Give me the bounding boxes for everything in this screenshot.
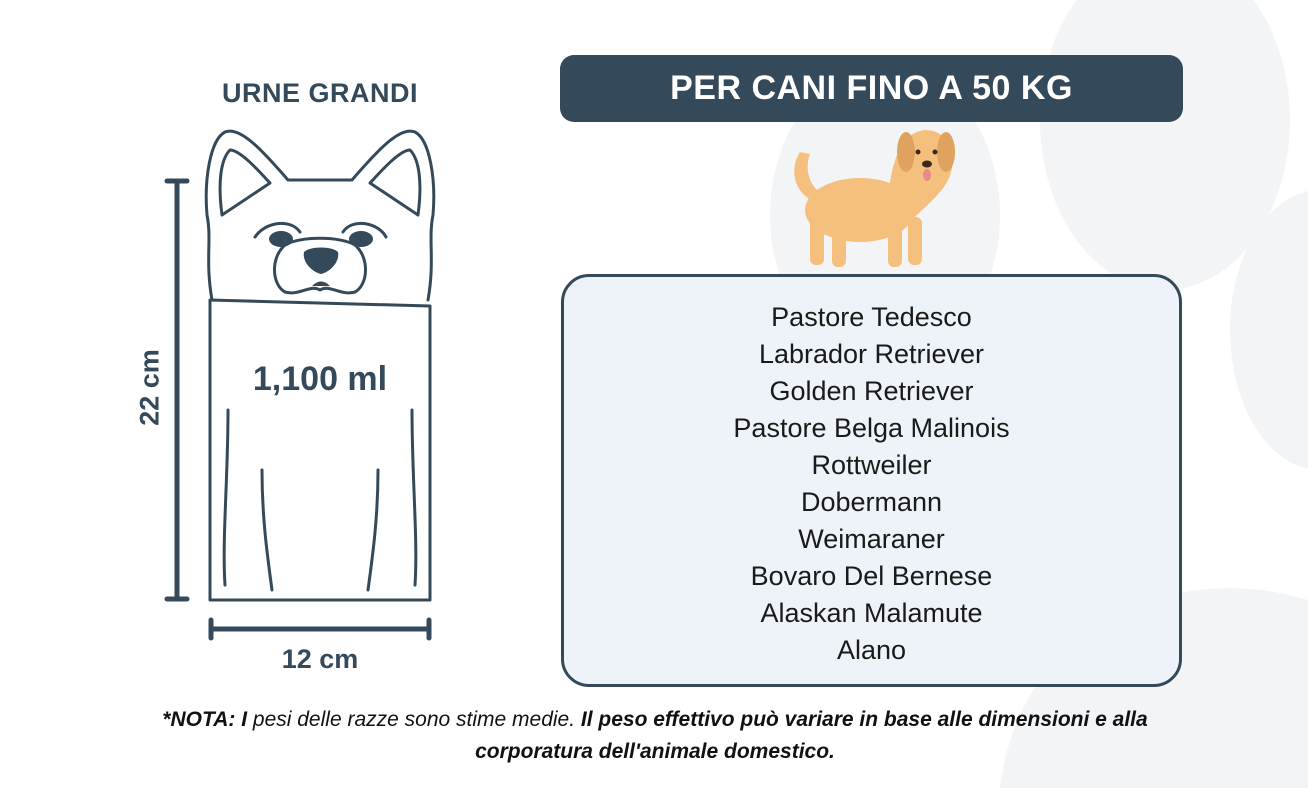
breed-item: Labrador Retriever [758, 339, 985, 369]
footnote-prefix: *NOTA: I [162, 708, 248, 731]
urn-width-label: 12 cm [281, 644, 359, 674]
golden-retriever-illustration [794, 130, 955, 267]
breed-list-panel: Pastore Tedesco Labrador Retriever Golde… [561, 274, 1182, 687]
breed-item: Pastore Belga Malinois [733, 413, 1010, 443]
urn-height-label: 22 cm [134, 349, 165, 426]
footnote-middle: pesi delle razze sono stime medie. [247, 708, 581, 731]
footnote-rest: Il peso effettivo può variare in base al… [475, 708, 1148, 763]
urn-illustration [164, 129, 436, 641]
breed-item: Dobermann [800, 487, 943, 517]
weight-category-header: PER CANI FINO A 50 KG [560, 55, 1183, 122]
breed-item: Alano [836, 635, 907, 665]
breed-list: Pastore Tedesco Labrador Retriever Golde… [564, 277, 1179, 669]
urn-volume: 1,100 ml [252, 360, 388, 398]
breed-item: Rottweiler [811, 450, 932, 480]
footnote: *NOTA: I pesi delle razze sono stime med… [150, 704, 1160, 768]
breed-item: Pastore Tedesco [771, 302, 972, 332]
breed-item: Alaskan Malamute [760, 598, 983, 628]
breed-item: Weimaraner [798, 524, 945, 554]
breed-item: Bovaro Del Bernese [750, 561, 993, 591]
urn-size-title: URNE GRANDI [221, 78, 418, 108]
breed-item: Golden Retriever [769, 376, 974, 406]
